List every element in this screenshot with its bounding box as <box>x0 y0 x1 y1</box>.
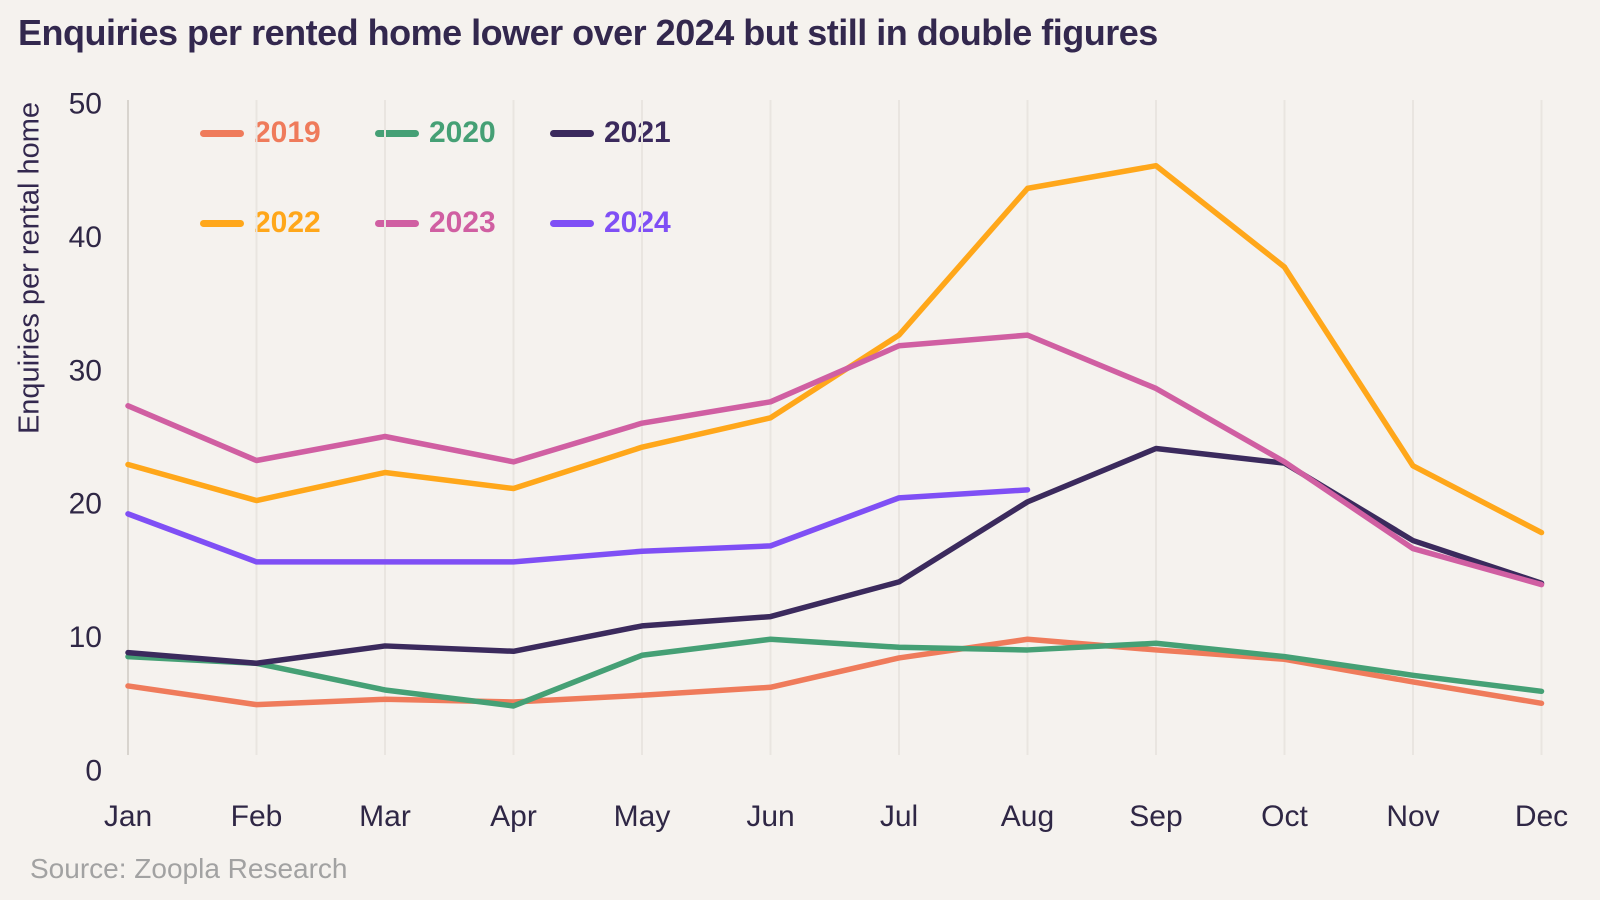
x-tick-label: Dec <box>1515 800 1568 833</box>
legend-label: 2022 <box>254 206 321 239</box>
x-tick-label: Oct <box>1261 800 1308 833</box>
legend-label: 2023 <box>429 206 496 239</box>
legend-swatch <box>550 129 594 137</box>
legend-swatch <box>200 129 244 137</box>
legend-item-2023: 2023 <box>375 178 550 268</box>
x-tick-label: Sep <box>1129 800 1182 833</box>
legend-swatch <box>550 219 594 227</box>
legend-swatch <box>200 219 244 227</box>
x-tick-label: Jul <box>880 800 918 833</box>
x-tick-label: Feb <box>231 800 283 833</box>
y-tick-label: 0 <box>85 755 102 788</box>
series-line-2019 <box>125 636 1545 708</box>
legend-item-2022: 2022 <box>200 178 375 268</box>
legend-item-2024: 2024 <box>550 178 725 268</box>
x-tick-label: Jan <box>104 800 152 833</box>
y-tick-label: 30 <box>69 354 102 387</box>
x-tick-label: Apr <box>490 800 537 833</box>
chart-legend: 2019 2020 2021 2022 2023 2024 <box>200 88 725 268</box>
legend-label: 2024 <box>604 206 671 239</box>
legend-item-2020: 2020 <box>375 88 550 178</box>
x-tick-label: Jun <box>746 800 794 833</box>
series-line-2022 <box>125 162 1545 536</box>
y-tick-label: 50 <box>69 88 102 121</box>
series-line-2024 <box>125 487 1031 565</box>
legend-item-2019: 2019 <box>200 88 375 178</box>
x-tick-label: May <box>614 800 671 833</box>
legend-label: 2020 <box>429 116 496 149</box>
series-line-2020 <box>125 636 1545 709</box>
legend-swatch <box>375 129 419 137</box>
x-tick-label: Aug <box>1001 800 1054 833</box>
legend-swatch <box>375 219 419 227</box>
series-line-2023 <box>125 332 1545 588</box>
x-tick-label: Mar <box>359 800 411 833</box>
y-tick-label: 20 <box>69 488 102 521</box>
source-note: Source: Zoopla Research <box>30 853 348 884</box>
legend-label: 2019 <box>254 116 321 149</box>
legend-label: 2021 <box>604 116 671 149</box>
y-tick-label: 40 <box>69 221 102 254</box>
page-title: Enquiries per rented home lower over 202… <box>18 12 1158 53</box>
x-tick-label: Nov <box>1386 800 1439 833</box>
y-tick-label: 10 <box>69 621 102 654</box>
legend-item-2021: 2021 <box>550 88 725 178</box>
